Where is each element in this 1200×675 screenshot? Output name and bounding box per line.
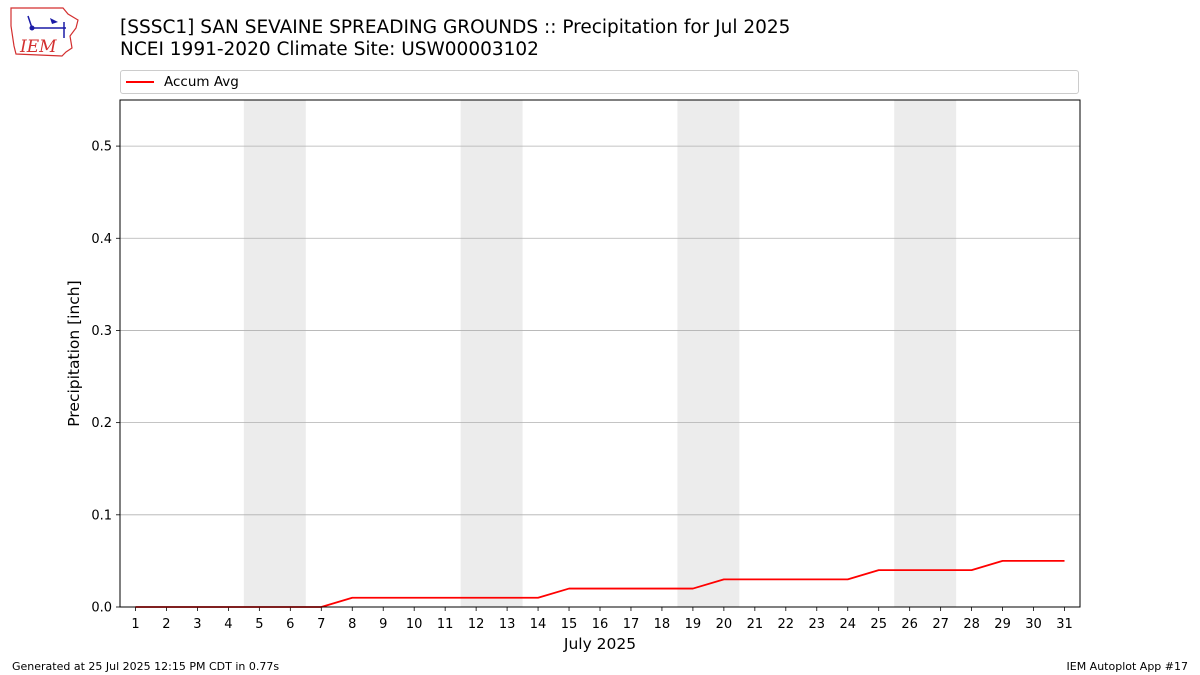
x-tick-label: 30 xyxy=(1025,617,1042,632)
data-point xyxy=(723,578,725,580)
data-point xyxy=(1033,560,1035,562)
data-point xyxy=(692,588,694,590)
data-point xyxy=(1002,560,1004,562)
wind-vane-icon xyxy=(50,18,58,24)
iowa-outline-shape xyxy=(10,7,79,57)
x-tick-label: 1 xyxy=(131,617,139,632)
data-point xyxy=(785,578,787,580)
x-tick-label: 10 xyxy=(406,617,423,632)
x-axis-label: July 2025 xyxy=(563,635,636,653)
plot-frame xyxy=(119,99,1081,608)
data-point xyxy=(568,588,570,590)
legend: Accum Avg xyxy=(120,70,1079,94)
x-tick-label: 25 xyxy=(870,617,887,632)
chart-subtitle: NCEI 1991-2020 Climate Site: USW00003102 xyxy=(120,39,539,60)
data-point xyxy=(878,569,880,571)
y-tick-label: 0.3 xyxy=(91,324,112,339)
x-tick-label: 16 xyxy=(592,617,609,632)
footer-app: IEM Autoplot App #17 xyxy=(1066,660,1189,673)
data-point xyxy=(630,588,632,590)
y-tick-label: 0.1 xyxy=(91,508,112,523)
x-tick-label: 28 xyxy=(963,617,980,632)
data-point xyxy=(413,597,415,599)
data-point xyxy=(971,569,973,571)
data-point xyxy=(940,569,942,571)
x-tick-label: 19 xyxy=(685,617,702,632)
x-tick-label: 18 xyxy=(654,617,671,632)
data-point xyxy=(351,597,353,599)
x-tick-label: 27 xyxy=(932,617,949,632)
x-tick-label: 21 xyxy=(747,617,764,632)
legend-label-accum-avg: Accum Avg xyxy=(164,74,239,90)
x-tick-label: 14 xyxy=(530,617,547,632)
y-tick-label: 0.0 xyxy=(91,601,112,616)
y-tick-label: 0.2 xyxy=(91,416,112,431)
data-point xyxy=(506,597,508,599)
x-tick-label: 2 xyxy=(162,617,170,632)
x-tick-label: 11 xyxy=(437,617,454,632)
data-point xyxy=(475,597,477,599)
x-tick-label: 22 xyxy=(778,617,795,632)
iem-logo: IEM xyxy=(10,7,79,57)
x-tick-label: 8 xyxy=(348,617,356,632)
data-point xyxy=(909,569,911,571)
x-tick-label: 20 xyxy=(716,617,733,632)
x-tick-label: 15 xyxy=(561,617,578,632)
x-tick-label: 31 xyxy=(1056,617,1073,632)
weekend-band xyxy=(894,100,957,607)
data-point xyxy=(599,588,601,590)
chart-title: [SSSC1] SAN SEVAINE SPREADING GROUNDS ::… xyxy=(120,17,791,38)
data-point xyxy=(816,578,818,580)
weekend-band xyxy=(460,100,523,607)
x-tick-label: 4 xyxy=(224,617,232,632)
x-tick-label: 12 xyxy=(468,617,485,632)
data-point xyxy=(537,597,539,599)
weekend-band xyxy=(243,100,306,607)
y-tick-label: 0.4 xyxy=(91,232,112,247)
legend-swatch-accum-avg xyxy=(126,81,154,83)
data-point xyxy=(847,578,849,580)
x-tick-label: 26 xyxy=(901,617,918,632)
data-point xyxy=(754,578,756,580)
x-tick-label: 23 xyxy=(809,617,826,632)
data-point xyxy=(1064,560,1066,562)
x-tick-label: 5 xyxy=(255,617,263,632)
x-tick-label: 3 xyxy=(193,617,201,632)
weekend-band xyxy=(677,100,740,607)
y-axis-label: Precipitation [inch] xyxy=(65,280,83,426)
x-tick-label: 13 xyxy=(499,617,516,632)
logo-text: IEM xyxy=(19,37,57,57)
station-dot-icon xyxy=(29,25,35,31)
x-tick-label: 9 xyxy=(379,617,387,632)
x-tick-label: 17 xyxy=(623,617,640,632)
footer-generated: Generated at 25 Jul 2025 12:15 PM CDT in… xyxy=(12,660,280,673)
x-tick-label: 6 xyxy=(286,617,294,632)
x-tick-label: 24 xyxy=(839,617,856,632)
data-point xyxy=(444,597,446,599)
y-tick-label: 0.5 xyxy=(91,140,112,155)
data-point xyxy=(661,588,663,590)
x-tick-label: 29 xyxy=(994,617,1011,632)
x-tick-label: 7 xyxy=(317,617,325,632)
data-point xyxy=(382,597,384,599)
